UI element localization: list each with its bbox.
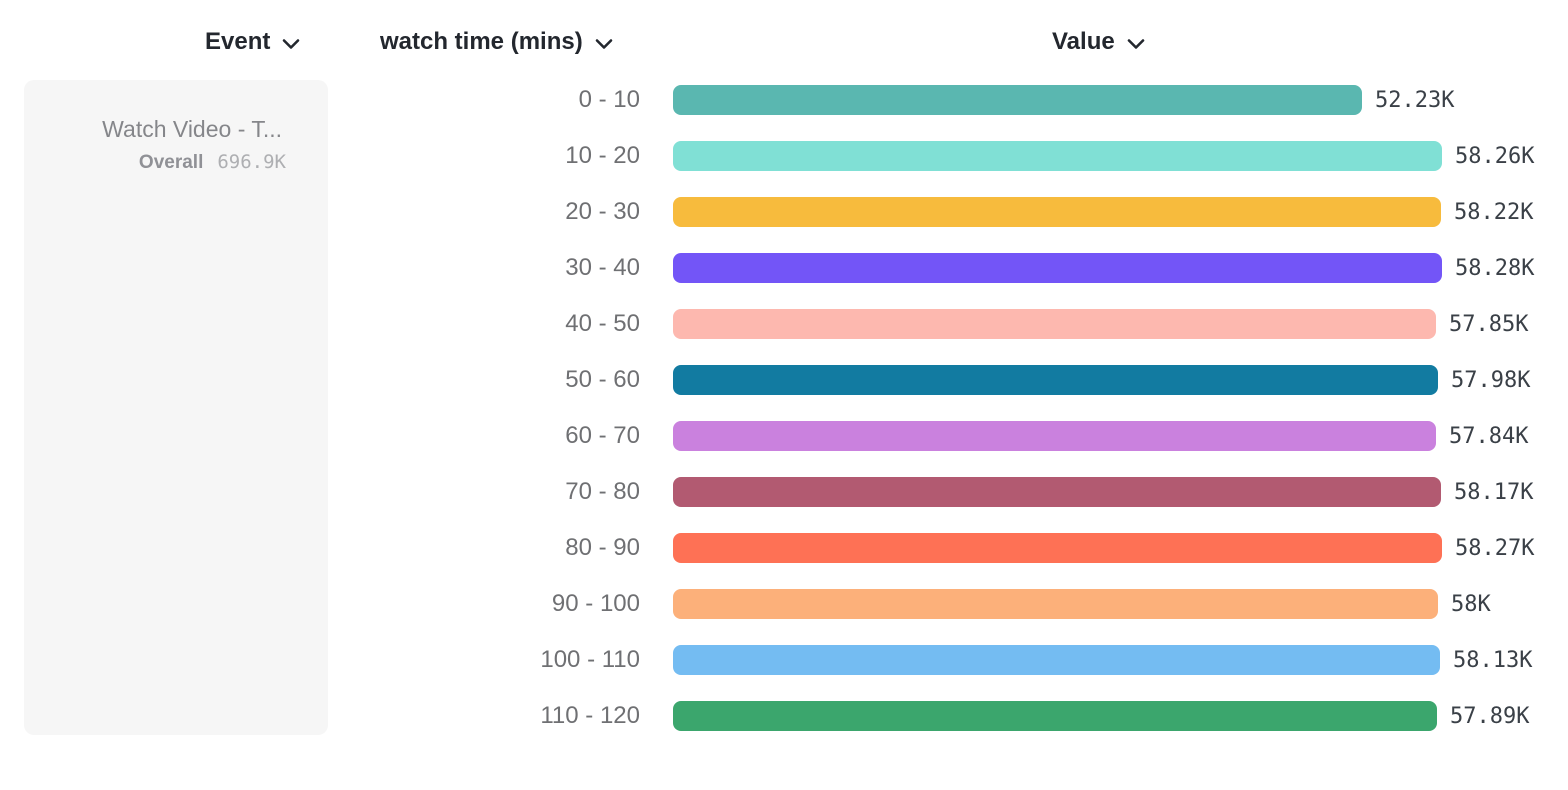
bucket-label: 100 - 110 xyxy=(540,646,640,673)
overall-label: Overall xyxy=(138,152,204,173)
bar[interactable] xyxy=(673,365,1438,395)
bar-value: 58.28K xyxy=(1455,255,1535,281)
event-card[interactable]: Watch Video - T... Overall 696.9K xyxy=(24,80,328,735)
bucket-label: 30 - 40 xyxy=(565,254,640,281)
bar-row: 20 - 30 58.22K xyxy=(0,184,1568,240)
column-header-event-label: Event xyxy=(205,28,271,55)
column-header-watch-time-label: watch time (mins) xyxy=(380,28,583,55)
bar-row: 0 - 10 52.23K xyxy=(0,72,1568,128)
bar-row: 30 - 40 58.28K xyxy=(0,240,1568,296)
bar-value: 58.27K xyxy=(1455,535,1535,561)
bar-value: 58.26K xyxy=(1455,143,1535,169)
bar[interactable] xyxy=(673,645,1440,675)
bar[interactable] xyxy=(673,141,1442,171)
column-header-watch-time[interactable]: watch time (mins) xyxy=(380,27,613,57)
bar-value: 57.98K xyxy=(1451,367,1531,393)
bucket-label: 50 - 60 xyxy=(565,366,640,393)
bar-value: 57.89K xyxy=(1450,703,1530,729)
bucket-label: 110 - 120 xyxy=(540,702,640,729)
bar-row: 10 - 20 58.26K xyxy=(0,128,1568,184)
bucket-label: 60 - 70 xyxy=(565,422,640,449)
bar[interactable] xyxy=(673,589,1438,619)
bucket-label: 10 - 20 xyxy=(565,142,640,169)
bar-row: 40 - 50 57.85K xyxy=(0,296,1568,352)
bar[interactable] xyxy=(673,85,1362,115)
bar-row: 80 - 90 58.27K xyxy=(0,520,1568,576)
column-header-event[interactable]: Event xyxy=(205,27,300,57)
bar-row: 70 - 80 58.17K xyxy=(0,464,1568,520)
bucket-label: 40 - 50 xyxy=(565,310,640,337)
column-header-value[interactable]: Value xyxy=(1052,27,1145,57)
bar-value: 57.84K xyxy=(1449,423,1529,449)
bar[interactable] xyxy=(673,253,1442,283)
event-overall-row: Overall 696.9K xyxy=(24,151,328,174)
bucket-label: 70 - 80 xyxy=(565,478,640,505)
chevron-down-icon xyxy=(1127,38,1145,49)
bar-value: 58K xyxy=(1451,591,1491,617)
bar-value: 58.17K xyxy=(1454,479,1534,505)
bar-value: 58.13K xyxy=(1453,647,1533,673)
bar[interactable] xyxy=(673,477,1441,507)
chevron-down-icon xyxy=(595,38,613,49)
bar-row: 60 - 70 57.84K xyxy=(0,408,1568,464)
bar-row: 90 - 100 58K xyxy=(0,576,1568,632)
bar[interactable] xyxy=(673,533,1442,563)
bucket-label: 80 - 90 xyxy=(565,534,640,561)
bar-value: 57.85K xyxy=(1449,311,1529,337)
event-title: Watch Video - T... xyxy=(102,116,282,142)
bar-value: 52.23K xyxy=(1375,87,1455,113)
overall-value: 696.9K xyxy=(217,151,286,173)
bar[interactable] xyxy=(673,421,1436,451)
bar-row: 110 - 120 57.89K xyxy=(0,688,1568,744)
bar[interactable] xyxy=(673,701,1437,731)
chevron-down-icon xyxy=(283,38,300,49)
column-header-value-label: Value xyxy=(1052,28,1115,55)
bar[interactable] xyxy=(673,309,1436,339)
bucket-label: 20 - 30 xyxy=(565,198,640,225)
bucket-label: 90 - 100 xyxy=(551,590,640,617)
bar[interactable] xyxy=(673,197,1441,227)
bar-row: 50 - 60 57.98K xyxy=(0,352,1568,408)
bar-value: 58.22K xyxy=(1454,199,1534,225)
bucket-label: 0 - 10 xyxy=(578,86,640,113)
bar-row: 100 - 110 58.13K xyxy=(0,632,1568,688)
